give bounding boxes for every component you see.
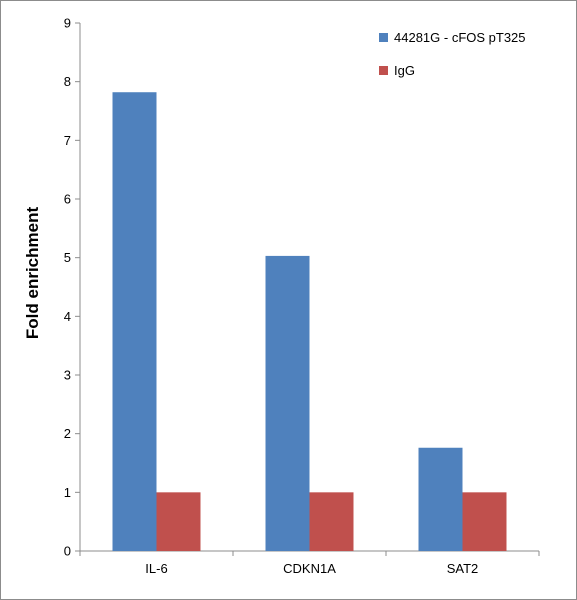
legend-swatch (379, 66, 388, 75)
bar (309, 492, 354, 551)
y-tick-label: 5 (64, 250, 71, 265)
bar (462, 492, 507, 551)
y-tick-label: 9 (64, 16, 71, 31)
y-tick-label: 7 (64, 133, 71, 148)
y-axis-label: Fold enrichment (23, 207, 42, 340)
y-tick-label: 1 (64, 485, 71, 500)
y-tick-label: 8 (64, 74, 71, 89)
y-tick-label: 2 (64, 426, 71, 441)
x-tick-label: SAT2 (447, 561, 479, 576)
x-tick-label: CDKN1A (283, 561, 336, 576)
legend: 44281G - cFOS pT325 IgG (379, 30, 526, 78)
y-tick-label: 4 (64, 309, 71, 324)
legend-swatch (379, 33, 388, 42)
x-tick-label: IL-6 (145, 561, 167, 576)
y-tick-label: 3 (64, 368, 71, 383)
y-ticks: 0 1 2 3 4 5 6 7 8 9 (64, 16, 80, 559)
y-tick-label: 6 (64, 192, 71, 207)
bar (112, 92, 157, 551)
bar (418, 447, 463, 551)
bar (265, 255, 310, 551)
bar (156, 492, 201, 551)
y-tick-label: 0 (64, 544, 71, 559)
legend-label: 44281G - cFOS pT325 (394, 30, 526, 45)
x-ticks: IL-6 CDKN1A SAT2 (79, 551, 540, 576)
legend-label: IgG (394, 63, 415, 78)
bars (112, 92, 507, 551)
